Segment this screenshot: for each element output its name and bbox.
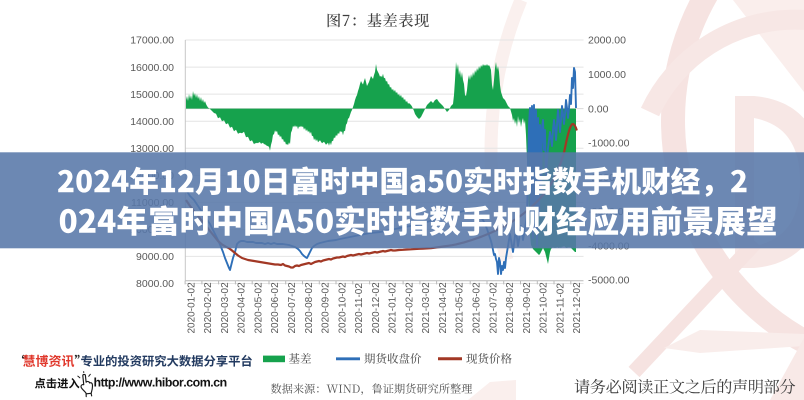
- svg-text:2021-10-02: 2021-10-02: [539, 282, 550, 334]
- svg-text:2021-04-02: 2021-04-02: [438, 282, 449, 334]
- svg-text:2021-09-02: 2021-09-02: [522, 282, 533, 334]
- svg-text:2020-08-02: 2020-08-02: [304, 282, 315, 334]
- svg-text:9000.00: 9000.00: [136, 251, 174, 263]
- svg-text:16000.00: 16000.00: [130, 62, 174, 74]
- svg-text:14000.00: 14000.00: [130, 116, 174, 128]
- svg-text:13000.00: 13000.00: [130, 143, 174, 155]
- svg-text:2020-01-02: 2020-01-02: [186, 282, 197, 334]
- svg-text:2021-08-02: 2021-08-02: [505, 282, 516, 334]
- svg-text:17000.00: 17000.00: [130, 35, 174, 47]
- svg-text:2020-02-02: 2020-02-02: [203, 282, 214, 334]
- svg-text:-5000.00: -5000.00: [588, 275, 630, 287]
- svg-text:2020-12-02: 2020-12-02: [371, 282, 382, 334]
- svg-text:2020-06-02: 2020-06-02: [270, 282, 281, 334]
- svg-text:0.00: 0.00: [588, 103, 609, 115]
- svg-text:15000.00: 15000.00: [130, 89, 174, 101]
- svg-text:2021-05-02: 2021-05-02: [455, 282, 466, 334]
- svg-text:2020-09-02: 2020-09-02: [321, 282, 332, 334]
- svg-text:2021-03-02: 2021-03-02: [421, 282, 432, 334]
- svg-text:2021-07-02: 2021-07-02: [488, 282, 499, 334]
- svg-text:2020-04-02: 2020-04-02: [237, 282, 248, 334]
- svg-text:8000.00: 8000.00: [136, 278, 174, 290]
- svg-text:1000.00: 1000.00: [588, 69, 626, 81]
- svg-text:2020-07-02: 2020-07-02: [287, 282, 298, 334]
- svg-text:2020-03-02: 2020-03-02: [220, 282, 231, 334]
- svg-text:2020-10-02: 2020-10-02: [337, 282, 348, 334]
- svg-text:2021-12-02: 2021-12-02: [572, 282, 583, 334]
- svg-text:2021-06-02: 2021-06-02: [472, 282, 483, 334]
- svg-text:2021-01-02: 2021-01-02: [388, 282, 399, 334]
- svg-text:2020-05-02: 2020-05-02: [254, 282, 265, 334]
- svg-text:2000.00: 2000.00: [588, 35, 626, 47]
- svg-text:-1000.00: -1000.00: [588, 138, 630, 150]
- svg-text:2021-02-02: 2021-02-02: [404, 282, 415, 334]
- svg-text:2021-11-02: 2021-11-02: [555, 283, 566, 334]
- svg-text:2020-11-02: 2020-11-02: [354, 283, 365, 334]
